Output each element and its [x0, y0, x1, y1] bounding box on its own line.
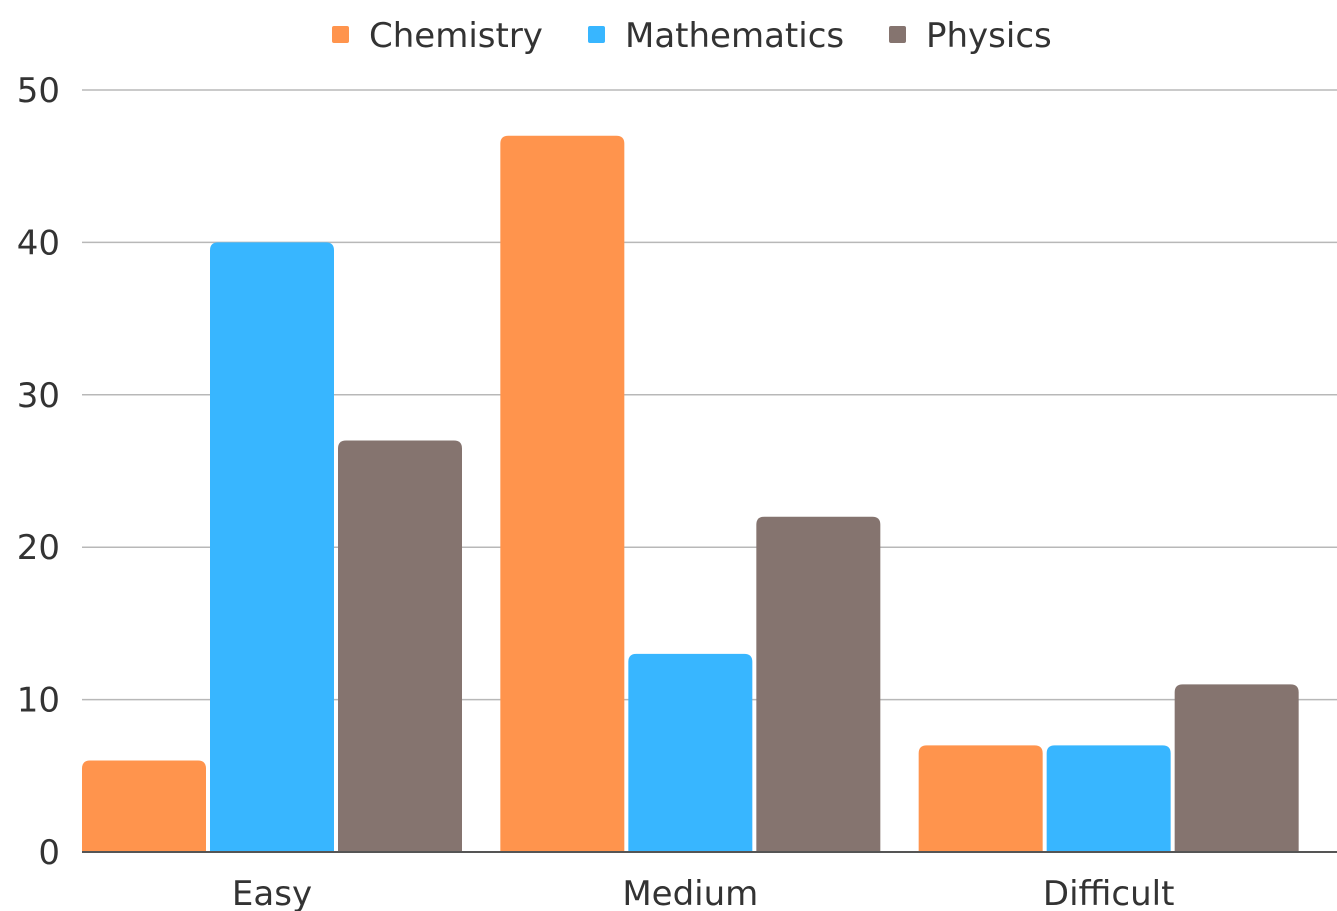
legend-swatch-mathematics — [588, 26, 605, 43]
y-tick-label-0: 0 — [38, 833, 60, 873]
x-tick-label-difficult: Difficult — [1043, 874, 1175, 911]
y-tick-label-30: 30 — [17, 376, 60, 416]
legend-label-mathematics: Mathematics — [625, 16, 844, 56]
bar-chemistry-medium — [500, 135, 625, 853]
bar-physics-easy — [338, 440, 462, 852]
legend-swatch-chemistry — [332, 26, 349, 43]
bar-mathematics-easy — [210, 242, 334, 852]
bar-chemistry-easy — [82, 760, 206, 852]
y-tick-label-50: 50 — [17, 71, 60, 111]
legend-label-chemistry: Chemistry — [369, 16, 543, 56]
bar-physics-difficult — [1174, 684, 1299, 852]
y-tick-label-40: 40 — [17, 223, 60, 263]
legend-swatch-physics — [889, 26, 906, 43]
legend: Chemistry Mathematics Physics — [332, 16, 1052, 56]
x-tick-label-medium: Medium — [622, 874, 758, 911]
bar-physics-medium — [756, 516, 881, 852]
bar-mathematics-medium — [628, 653, 753, 852]
y-tick-label-10: 10 — [17, 681, 60, 721]
x-tick-label-easy: Easy — [232, 874, 312, 911]
bar-mathematics-difficult — [1046, 745, 1171, 852]
bars — [82, 135, 1299, 853]
legend-label-physics: Physics — [926, 16, 1052, 56]
y-tick-label-20: 20 — [17, 528, 60, 568]
y-axis: 0 10 20 30 40 50 — [17, 71, 60, 873]
x-axis: Easy Medium Difficult — [82, 851, 1337, 911]
bar-chemistry-difficult — [918, 745, 1043, 852]
